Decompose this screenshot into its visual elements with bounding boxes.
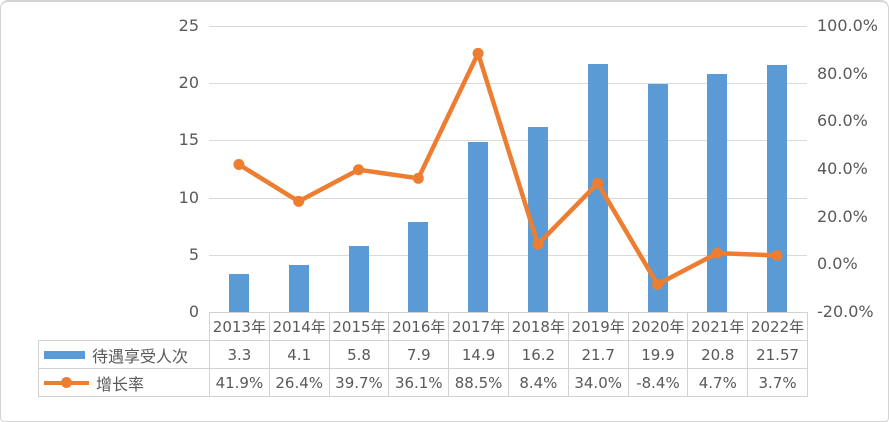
y-axis-tick-left: 5	[188, 244, 199, 264]
line-point-marker	[293, 195, 305, 207]
series-value-cell: 3.3	[209, 340, 270, 369]
legend-key-cell: 待遇享受人次	[38, 340, 210, 369]
bar	[228, 274, 249, 312]
bar	[408, 221, 429, 312]
series-value-cell: 4.7%	[687, 368, 749, 397]
bar	[767, 65, 788, 312]
bar	[647, 84, 668, 312]
y-axis-tick-left: 25	[178, 16, 199, 35]
bar	[527, 126, 548, 312]
legend-key: 待遇享受人次	[40, 343, 209, 367]
y-axis-tick-left: 10	[178, 187, 199, 207]
growth-rate-line	[236, 51, 780, 287]
year-header-cell: 2018年	[507, 312, 569, 341]
line-legend-marker-icon	[61, 377, 72, 388]
table-series-row: 增长率 41.9% 26.4% 39.7% 36.1% 88.5% 8.4% 34.0% -8.…	[38, 368, 808, 397]
series-value-cell: 21.57	[747, 340, 808, 369]
y-axis-tick-right: 20.0%	[817, 206, 868, 226]
y-axis-tick-right: 60.0%	[817, 111, 868, 131]
grid-line	[209, 198, 807, 199]
year-header-cell: 2017年	[448, 312, 509, 341]
year-header-cell: 2020年	[627, 312, 689, 341]
bar	[348, 245, 369, 312]
series-value-cell: 16.2	[507, 340, 569, 369]
y-axis-tick-right: 100.0%	[817, 16, 879, 35]
table-header-row: 2013年 2014年 2015年 2016年 2017年 2018年 2019年 2020年…	[39, 312, 808, 341]
line-point-marker	[592, 177, 604, 189]
line-point-marker	[771, 250, 783, 261]
line-point-marker	[412, 172, 424, 184]
y-axis-tick-left: 15	[178, 130, 199, 150]
series-value-cell: 21.7	[567, 340, 629, 369]
y-axis-tick-left: 20	[178, 73, 199, 93]
grid-line	[209, 26, 807, 27]
series-value-cell: 5.8	[328, 340, 390, 369]
chart-data-table: 2013年 2014年 2015年 2016年 2017年 2018年 2019年 2020年…	[38, 312, 808, 397]
y-axis-tick-left: 0	[188, 302, 199, 321]
table-series-row: 待遇享受人次 3.3 4.1 5.8 7.9 14.9 16.2 21.7 19.9 20.8 21…	[38, 340, 808, 369]
series-value-cell: 88.5%	[448, 368, 509, 397]
legend-series-label: 增长率	[96, 374, 145, 394]
series-value-cell: 20.8	[687, 340, 749, 369]
line-point-marker	[353, 164, 364, 176]
line-point-marker	[652, 278, 663, 290]
legend-key: 增长率	[40, 371, 209, 395]
line-legend-swatch-icon	[44, 377, 89, 389]
y-axis-tick-right: -20.0%	[817, 302, 874, 321]
series-value-cell: 3.7%	[747, 368, 808, 397]
line-point-marker	[532, 238, 544, 250]
bar-legend-swatch-icon	[44, 350, 85, 359]
series-value-cell: 7.9	[388, 340, 450, 369]
bar	[288, 265, 309, 312]
year-header-cell: 2016年	[388, 312, 450, 341]
y-axis-tick-right: 40.0%	[817, 159, 868, 178]
legend-series-label: 待遇享受人次	[92, 346, 189, 366]
series-value-cell: 14.9	[448, 340, 509, 369]
bar	[468, 141, 489, 312]
legend-key-cell: 增长率	[38, 368, 210, 397]
year-header-cell: 2014年	[268, 312, 330, 341]
table-corner-spacer	[39, 313, 210, 341]
y-axis-tick-right: 80.0%	[817, 63, 868, 83]
line-point-marker	[472, 47, 484, 59]
grid-line	[209, 140, 807, 141]
year-header-cell: 2013年	[209, 312, 270, 341]
series-value-cell: 4.1	[268, 340, 330, 369]
year-header-cell: 2021年	[687, 312, 749, 341]
year-header-cell: 2019年	[567, 312, 629, 341]
year-header-cell: 2015年	[328, 312, 390, 341]
series-value-cell: 36.1%	[388, 368, 450, 397]
series-value-cell: 39.7%	[328, 368, 390, 397]
year-header-cell: 2022年	[747, 312, 808, 341]
series-value-cell: 26.4%	[268, 368, 330, 397]
grid-line	[209, 83, 807, 84]
series-value-cell: 19.9	[627, 340, 689, 369]
line-point-marker	[233, 159, 245, 170]
grid-line	[209, 255, 807, 256]
series-value-cell: 41.9%	[209, 368, 270, 397]
series-value-cell: 34.0%	[567, 368, 629, 397]
series-value-cell: -8.4%	[627, 368, 689, 397]
line-point-marker	[711, 247, 723, 259]
y-axis-tick-right: 0.0%	[817, 254, 858, 274]
series-value-cell: 8.4%	[507, 368, 569, 397]
